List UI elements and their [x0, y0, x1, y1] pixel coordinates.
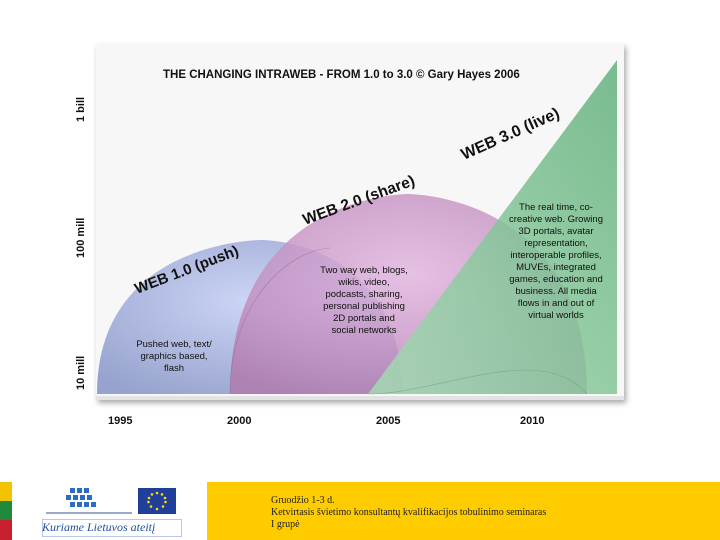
footer-group: I grupė [271, 519, 300, 530]
web-3-phase-shape [368, 60, 617, 394]
web-3-description-line: games, education and [509, 274, 602, 285]
flag-stripe-green [0, 501, 12, 520]
x-axis-label-1995: 1995 [108, 415, 132, 427]
web-2-description-line: wikis, video, [337, 277, 389, 288]
footer-info-panel: Gruodžio 1-3 d. Ketvirtasis švietimo kon… [207, 482, 720, 540]
web-1-description: Pushed web, text/ graphics based, flash [136, 339, 212, 374]
y-axis-label-1-bill: 1 bill [75, 97, 87, 122]
web-3-description-line: interoperable profiles, [510, 250, 601, 261]
web-3-description-line: representation, [524, 238, 587, 249]
web-3-description-line: 3D portals, avatar [519, 226, 594, 237]
web-3-description-line: flows in and out of [518, 298, 595, 309]
flag-stripe-yellow [0, 482, 12, 501]
y-axis-label-10-mill: 10 mill [75, 356, 87, 390]
web-3-description-line: The real time, co- [519, 202, 593, 213]
eu-flag-icon [138, 488, 176, 514]
web-1-description-line: graphics based, [140, 351, 207, 362]
web-1-description-line: flash [164, 363, 184, 374]
x-axis-label-2005: 2005 [376, 415, 400, 427]
motto-text: Kuriame Lietuvos ateitį [42, 520, 156, 534]
web-3-description-line: MUVEs, integrated [516, 262, 596, 273]
x-axis-label-2010: 2010 [520, 415, 544, 427]
diagram-title: THE CHANGING INTRAWEB - FROM 1.0 to 3.0 … [163, 69, 520, 81]
y-axis-label-100-mill: 100 mill [75, 218, 87, 258]
sponsor-logos: Kuriame Lietuvos ateitį [40, 482, 185, 540]
web-2-description: Two way web, blogs, wikis, video, podcas… [320, 265, 408, 336]
web-2-description-line: social networks [332, 325, 397, 336]
web-3-description-line: virtual worlds [528, 310, 584, 321]
slide-footer: Kuriame Lietuvos ateitį Gruodžio 1-3 d. … [0, 482, 720, 540]
flag-stripe-red [0, 520, 12, 540]
web-2-description-line: podcasts, sharing, [325, 289, 402, 300]
diagram-canvas: THE CHANGING INTRAWEB - FROM 1.0 to 3.0 … [75, 44, 624, 427]
web-evolution-diagram: THE CHANGING INTRAWEB - FROM 1.0 to 3.0 … [75, 44, 624, 427]
footer-date: Gruodžio 1-3 d. [271, 495, 335, 506]
web-1-description-line: Pushed web, text/ [136, 339, 212, 350]
web-3-description: The real time, co- creative web. Growing… [509, 202, 603, 321]
web-2-description-line: Two way web, blogs, [320, 265, 408, 276]
web-3-description-line: creative web. Growing [509, 214, 603, 225]
ministry-logo-icon [46, 488, 132, 514]
footer-seminar-name: Ketvirtasis švietimo konsultantų kvalifi… [271, 507, 547, 518]
web-3-description-line: business. All media [515, 286, 597, 297]
x-axis-label-2000: 2000 [227, 415, 251, 427]
web-2-description-line: personal publishing [323, 301, 405, 312]
web-2-description-line: 2D portals and [333, 313, 395, 324]
